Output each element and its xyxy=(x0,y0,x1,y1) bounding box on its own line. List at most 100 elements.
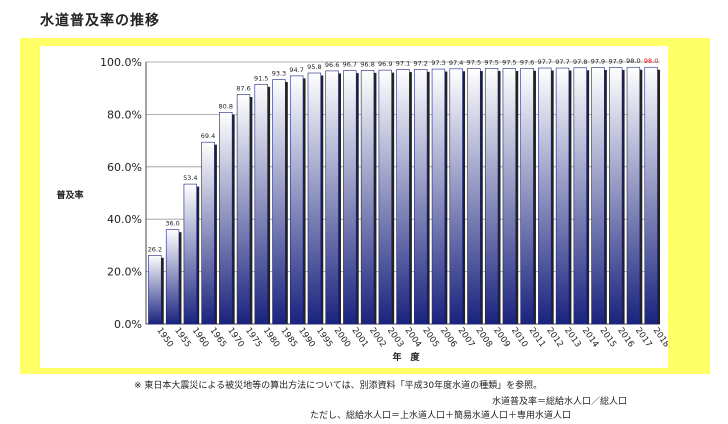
bar xyxy=(414,69,428,325)
data-label: 95.8 xyxy=(307,63,321,71)
data-label: 96.7 xyxy=(343,61,357,69)
data-label: 97.3 xyxy=(431,59,445,67)
footnote-disaster: ※ 東日本大震災による被災地等の算出方法については、別添資料「平成30年度水道の… xyxy=(134,381,543,391)
bar xyxy=(520,67,534,325)
bar xyxy=(431,68,446,325)
data-label: 97.5 xyxy=(467,59,481,67)
bar xyxy=(378,69,392,325)
data-label: 96.8 xyxy=(360,60,374,68)
x-tick-label: 2001 xyxy=(349,326,370,349)
x-tick-label: 1980 xyxy=(261,326,282,349)
footnote-formula: 水道普及率＝総給水人口／総人口 xyxy=(492,397,628,407)
bar xyxy=(201,141,215,325)
x-tick-label: 1950 xyxy=(154,326,175,349)
data-label: 97.7 xyxy=(538,58,552,66)
x-tick-label: 1970 xyxy=(225,326,246,349)
data-label: 94.7 xyxy=(289,66,303,74)
bar xyxy=(236,94,251,325)
bar xyxy=(307,72,322,325)
x-tick-label: 2000 xyxy=(332,326,353,349)
bar xyxy=(467,68,481,325)
data-label: 97.6 xyxy=(520,58,534,66)
bar xyxy=(538,67,552,325)
data-label: 97.2 xyxy=(413,59,427,67)
data-label: 53.4 xyxy=(183,174,197,182)
data-label: 91.5 xyxy=(254,74,268,82)
bar xyxy=(148,255,162,325)
bar xyxy=(325,70,339,325)
bar xyxy=(183,183,197,325)
x-tick-label: 2002 xyxy=(367,326,388,349)
x-tick-label: 2011 xyxy=(527,326,548,349)
y-tick-label: 100.0% xyxy=(100,56,142,69)
data-label: 97.7 xyxy=(555,58,569,66)
x-tick-label: 1990 xyxy=(296,326,317,349)
bar-chart: 0.0% 20.0% 40.0% 60.0% 80.0% 100.0% 普及率 26.2 195… xyxy=(56,56,668,363)
y-tick-label: 60.0% xyxy=(107,161,142,174)
bar xyxy=(609,67,623,325)
y-axis-label: 普及率 xyxy=(56,189,83,201)
data-label: 36.0 xyxy=(165,220,179,228)
x-tick-label: 2004 xyxy=(403,326,424,349)
x-tick-label: 2017 xyxy=(633,326,654,349)
x-tick-label: 2016 xyxy=(615,326,636,349)
data-label: 93.3 xyxy=(272,70,286,78)
x-tick-label: 2012 xyxy=(544,326,565,349)
y-tick-label: 0.0% xyxy=(114,318,142,331)
bar xyxy=(254,83,268,325)
x-tick-label: 2010 xyxy=(509,326,530,349)
x-tick-label: 1955 xyxy=(172,326,193,349)
bar xyxy=(165,229,180,325)
data-label: 97.5 xyxy=(502,59,516,67)
data-label: 69.4 xyxy=(201,132,215,140)
bar xyxy=(272,79,286,325)
x-tick-label: 2009 xyxy=(491,326,512,349)
data-label: 97.5 xyxy=(484,59,498,67)
x-axis-label: 年 度 xyxy=(392,351,420,363)
bar xyxy=(219,112,233,325)
data-label: 87.6 xyxy=(236,84,250,92)
bar xyxy=(573,67,587,325)
bar xyxy=(626,66,641,325)
data-label: 97.9 xyxy=(608,58,622,66)
bar xyxy=(591,67,605,325)
bar xyxy=(343,70,357,325)
x-tick-label: 1960 xyxy=(190,326,211,349)
x-tick-label: 2007 xyxy=(456,326,477,349)
data-label: 98.0 xyxy=(626,57,640,65)
x-tick-label: 2006 xyxy=(438,326,459,349)
page-title: 水道普及率の推移 xyxy=(40,13,160,29)
y-tick-label: 80.0% xyxy=(107,108,142,121)
data-label: 26.2 xyxy=(148,245,162,253)
y-tick-label: 40.0% xyxy=(107,213,142,226)
x-tick-label: 1985 xyxy=(278,326,299,349)
bar xyxy=(555,67,570,325)
bar xyxy=(396,69,410,325)
bar xyxy=(289,75,304,325)
data-label: 98.0 xyxy=(644,57,658,65)
data-label: 97.4 xyxy=(449,59,463,67)
y-tick-label: 20.0% xyxy=(107,266,142,279)
bar xyxy=(449,68,463,325)
x-tick-label: 2008 xyxy=(473,326,494,349)
data-label: 97.1 xyxy=(396,60,410,68)
x-tick-label: 2013 xyxy=(562,326,583,349)
data-label: 96.9 xyxy=(378,60,392,68)
x-tick-label: 2018 xyxy=(651,326,668,349)
x-tick-label: 1965 xyxy=(208,326,229,349)
x-tick-label: 2015 xyxy=(598,326,619,349)
x-tick-label: 1975 xyxy=(243,326,264,349)
x-tick-label: 2003 xyxy=(385,326,406,349)
chart-area: 0.0% 20.0% 40.0% 60.0% 80.0% 100.0% 普及率 26.2 195… xyxy=(40,46,668,368)
data-label: 97.8 xyxy=(573,58,587,66)
x-tick-label: 2005 xyxy=(420,326,441,349)
bar xyxy=(484,68,499,325)
data-label: 80.8 xyxy=(219,102,233,110)
footnote-definition: ただし、総給水人口＝上水道人口＋簡易水道人口＋専用水道人口 xyxy=(310,411,572,421)
bar xyxy=(502,68,517,325)
x-tick-label: 2014 xyxy=(580,326,601,349)
data-label: 97.9 xyxy=(591,58,605,66)
data-label: 96.6 xyxy=(325,61,339,69)
bar xyxy=(644,66,658,325)
bar xyxy=(360,70,375,325)
